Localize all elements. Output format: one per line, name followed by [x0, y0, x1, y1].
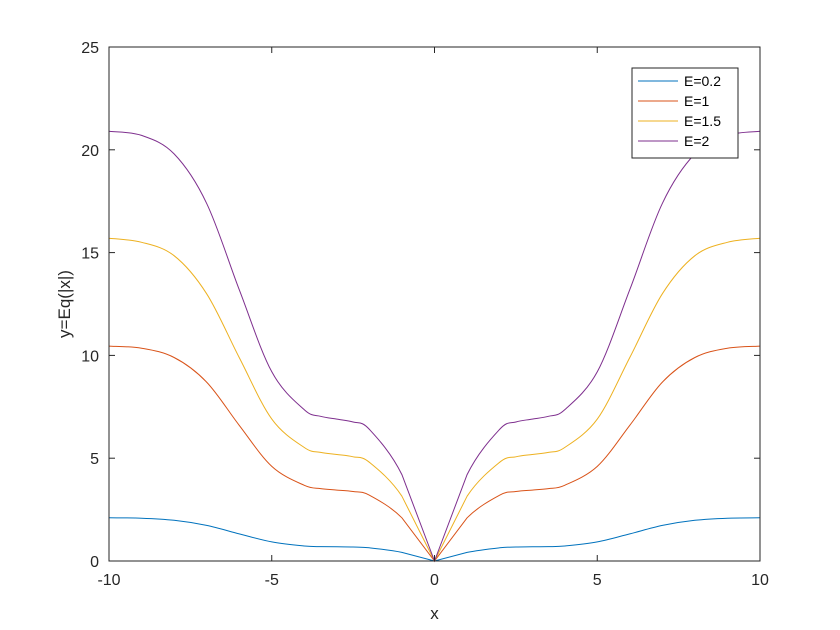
- x-tick-label: -5: [265, 572, 279, 589]
- y-axis-label: y=Eq(|x|): [55, 270, 74, 338]
- legend: E=0.2 E=1 E=1.5 E=2: [631, 67, 739, 159]
- legend-label: E=0.2: [684, 73, 721, 89]
- y-tick-label: 0: [90, 554, 99, 571]
- x-axis-label: x: [430, 604, 439, 623]
- ticks-layer: -10 -5 0 5 10 0 5 10 15 20 25: [81, 40, 769, 589]
- x-tick-label: 10: [751, 572, 769, 589]
- legend-label: E=2: [684, 133, 710, 149]
- y-tick-label: 25: [81, 40, 99, 57]
- x-tick-label: 0: [430, 572, 439, 589]
- y-tick-label: 5: [90, 451, 99, 468]
- legend-box: [631, 67, 739, 159]
- y-tick-label: 15: [81, 246, 99, 263]
- x-tick-label: -10: [97, 572, 120, 589]
- y-tick-label: 10: [81, 348, 99, 365]
- legend-label: E=1.5: [684, 113, 721, 129]
- x-tick-label: 5: [593, 572, 602, 589]
- y-tick-label: 20: [81, 143, 99, 160]
- legend-label: E=1: [684, 93, 710, 109]
